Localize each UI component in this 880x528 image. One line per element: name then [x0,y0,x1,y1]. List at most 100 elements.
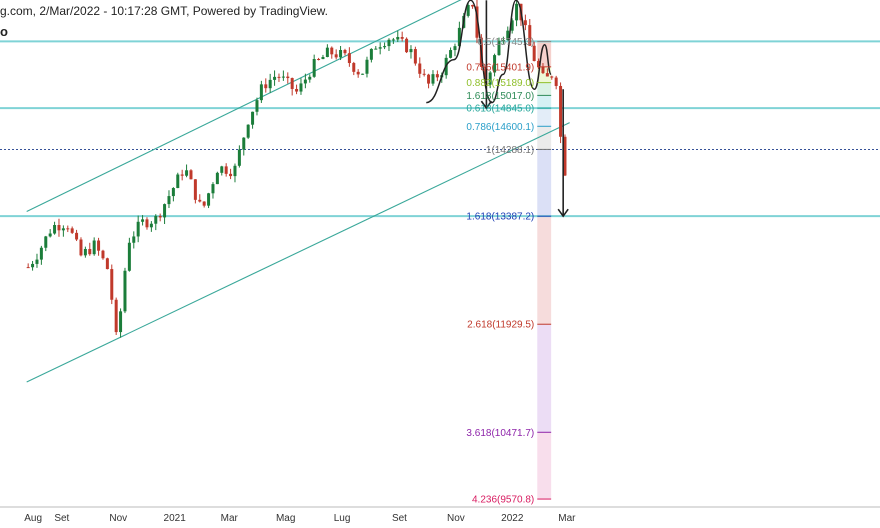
x-tick-label: Lug [334,513,351,524]
x-tick-label: Nov [447,513,465,524]
fib-level-label: 4.236(9570.8) [472,495,534,506]
candle-body [413,49,417,64]
x-tick-label: Nov [109,513,127,524]
fib-band [537,216,552,325]
candle-body [193,179,197,200]
candle-body [488,72,492,85]
candle-body [361,73,365,75]
candle-body [435,74,439,78]
candle-body [114,299,118,333]
candle-body [396,37,400,40]
x-tick-label: Set [54,513,69,524]
candle-body [378,47,382,49]
candle-body [277,76,281,78]
candle-body [405,38,409,53]
chart-header: g.com, 2/Mar/2022 - 10:17:28 GMT, Powere… [0,4,328,18]
candle-body [506,30,510,40]
candle-body [189,170,193,180]
fib-level-label: 0.882(15189.0) [466,78,534,89]
candle-body [259,84,263,101]
candle-body [101,250,105,259]
candle-body [198,199,202,202]
fib-band [537,82,552,96]
fibonacci-bands [537,41,552,500]
candle-body [88,248,92,255]
candle-body [127,242,131,271]
candle-body [211,184,215,194]
candle-body [563,136,567,176]
candle-body [550,76,554,78]
arrow-long-head [557,208,569,218]
candle-body [559,85,563,137]
candle-body [449,50,453,58]
candle-body [268,79,272,89]
candle-body [39,247,43,260]
candle-body [325,47,329,58]
candle-body [515,3,519,21]
fib-band [537,108,552,127]
candle-body [132,236,136,243]
candle-body [541,67,545,74]
candle-body [83,248,87,256]
channel-line-lower[interactable] [26,122,570,383]
candle-body [523,20,527,26]
horizontal-levels [0,40,880,218]
candle-body [537,60,541,68]
candle-body [422,73,426,75]
candle-body [334,54,338,58]
fib-band [537,324,552,433]
fib-level-label: 0.786(14600.1) [466,122,534,133]
candle-body [48,233,52,237]
candle-body [308,76,312,80]
candle-body [339,49,343,58]
candle-body [215,172,219,185]
candle-body [400,37,404,39]
candle-body [427,74,431,84]
candle-body [281,76,285,78]
fib-level-label: 0.618(14845.0) [466,104,534,115]
candle-body [61,228,65,231]
x-tick-label: Mar [558,513,576,524]
candle-body [92,240,96,255]
candle-body [387,39,391,47]
candle-body [44,236,48,248]
swing-curve[interactable] [426,0,552,104]
candle-body [383,46,387,48]
chart-header-subtitle: o [0,24,8,39]
candle-body [163,204,167,218]
candle-body [57,225,61,231]
x-tick-label: Aug [24,513,42,524]
candle-body [418,63,422,74]
fib-band [537,149,552,217]
candle-body [374,48,378,50]
candle-body [167,196,171,205]
candle-body [202,201,206,206]
candle-body [554,77,558,86]
candle-body [31,263,35,268]
x-tick-label: 2021 [164,513,187,524]
candle-body [141,219,145,222]
candle-body [286,76,290,79]
candle-body [466,5,470,16]
candle-body [347,53,351,64]
candle-body [391,39,395,41]
candle-body [105,258,109,270]
candle-body [493,55,497,73]
candle-body [501,39,505,41]
candle-body [343,49,347,54]
candle-body [220,166,224,173]
fib-band [537,432,552,500]
fib-band [537,95,552,109]
candle-body [119,311,123,333]
candle-body [497,40,501,56]
candle-body [255,100,259,112]
candle-body [224,166,228,174]
candle-body [123,270,127,312]
candle-body [75,232,79,240]
candle-body [457,27,461,47]
candle-body [251,111,255,125]
x-tick-label: Mag [276,513,295,524]
candle-body [229,173,233,177]
time-axis: Aug Set Nov 2021 Mar Mag Lug Set Nov 2022 Mar [0,506,880,524]
